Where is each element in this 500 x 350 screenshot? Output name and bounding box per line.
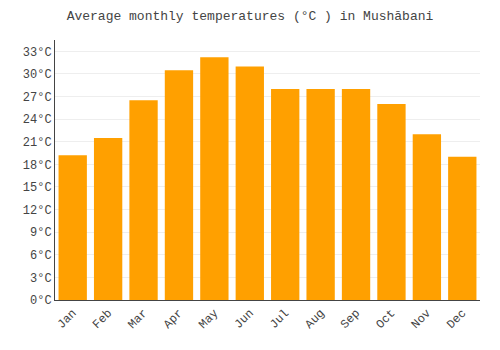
svg-text:9°C: 9°C xyxy=(30,226,52,240)
svg-text:21°C: 21°C xyxy=(23,136,52,150)
svg-text:6°C: 6°C xyxy=(30,249,52,263)
svg-text:3°C: 3°C xyxy=(30,272,52,286)
svg-text:Nov: Nov xyxy=(409,307,434,332)
svg-text:15°C: 15°C xyxy=(23,181,52,195)
svg-text:Jan: Jan xyxy=(55,307,80,332)
svg-text:Mar: Mar xyxy=(125,307,150,332)
svg-text:0°C: 0°C xyxy=(30,294,52,308)
svg-text:Sep: Sep xyxy=(338,307,363,332)
svg-text:Apr: Apr xyxy=(161,307,186,332)
svg-text:30°C: 30°C xyxy=(23,68,52,82)
svg-text:18°C: 18°C xyxy=(23,159,52,173)
svg-text:Aug: Aug xyxy=(303,307,328,332)
svg-text:Jul: Jul xyxy=(267,307,292,332)
svg-text:Jun: Jun xyxy=(232,307,257,332)
svg-text:27°C: 27°C xyxy=(23,91,52,105)
svg-text:Oct: Oct xyxy=(373,307,398,332)
svg-text:24°C: 24°C xyxy=(23,113,52,127)
svg-text:May: May xyxy=(196,307,221,332)
svg-text:12°C: 12°C xyxy=(23,204,52,218)
svg-text:Dec: Dec xyxy=(444,307,469,332)
svg-text:Average monthly temperatures (: Average monthly temperatures (°C ) in Mu… xyxy=(67,9,434,24)
svg-text:Feb: Feb xyxy=(90,307,115,332)
svg-text:33°C: 33°C xyxy=(23,46,52,60)
